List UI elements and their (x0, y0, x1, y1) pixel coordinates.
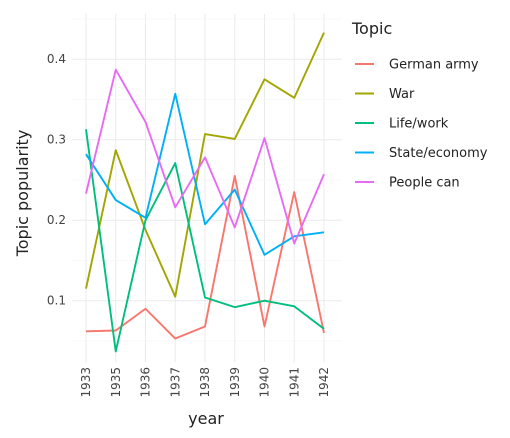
x-tick-label: 1936 (139, 367, 153, 398)
axis-layer: 0.1 0.2 0.3 0.4 1933 1935 1936 1937 1938 1939 1940… (47, 52, 331, 397)
x-tick-label: 1938 (198, 367, 212, 398)
y-axis-title: Topic popularity (13, 130, 32, 258)
y-tick-label: 0.4 (47, 52, 66, 66)
legend: Topic German army War Life/work State/econo… (351, 19, 488, 191)
series-layer (85, 32, 325, 353)
x-tick-label: 1933 (79, 367, 93, 398)
y-tick-label: 0.2 (47, 213, 66, 227)
legend-label-state-economy: State/economy (389, 146, 488, 161)
legend-label-war: War (389, 87, 415, 102)
x-axis-title: year (188, 409, 224, 428)
series-line-german-army (85, 174, 325, 340)
grid-layer (72, 14, 342, 362)
y-tick-label: 0.3 (47, 133, 66, 147)
x-tick-label: 1941 (287, 367, 301, 398)
series-line-life-work (85, 129, 325, 353)
series-line-state-economy (85, 92, 325, 256)
x-tick-label: 1940 (258, 367, 272, 398)
series-line-people-can (85, 68, 325, 245)
legend-label-german-army: German army (389, 58, 479, 73)
x-tick-label: 1935 (109, 367, 123, 398)
x-tick-label: 1942 (317, 367, 331, 398)
y-tick-label: 0.1 (47, 294, 66, 308)
x-tick-label: 1937 (168, 367, 182, 398)
plot-background (72, 14, 342, 362)
series-line-war (85, 32, 325, 298)
x-tick-label: 1939 (228, 367, 242, 398)
legend-label-people-can: People can (389, 176, 460, 191)
legend-title: Topic (351, 19, 392, 38)
legend-label-life-work: Life/work (389, 117, 449, 132)
legend-items: German army War Life/work State/economy Peop… (355, 58, 488, 191)
